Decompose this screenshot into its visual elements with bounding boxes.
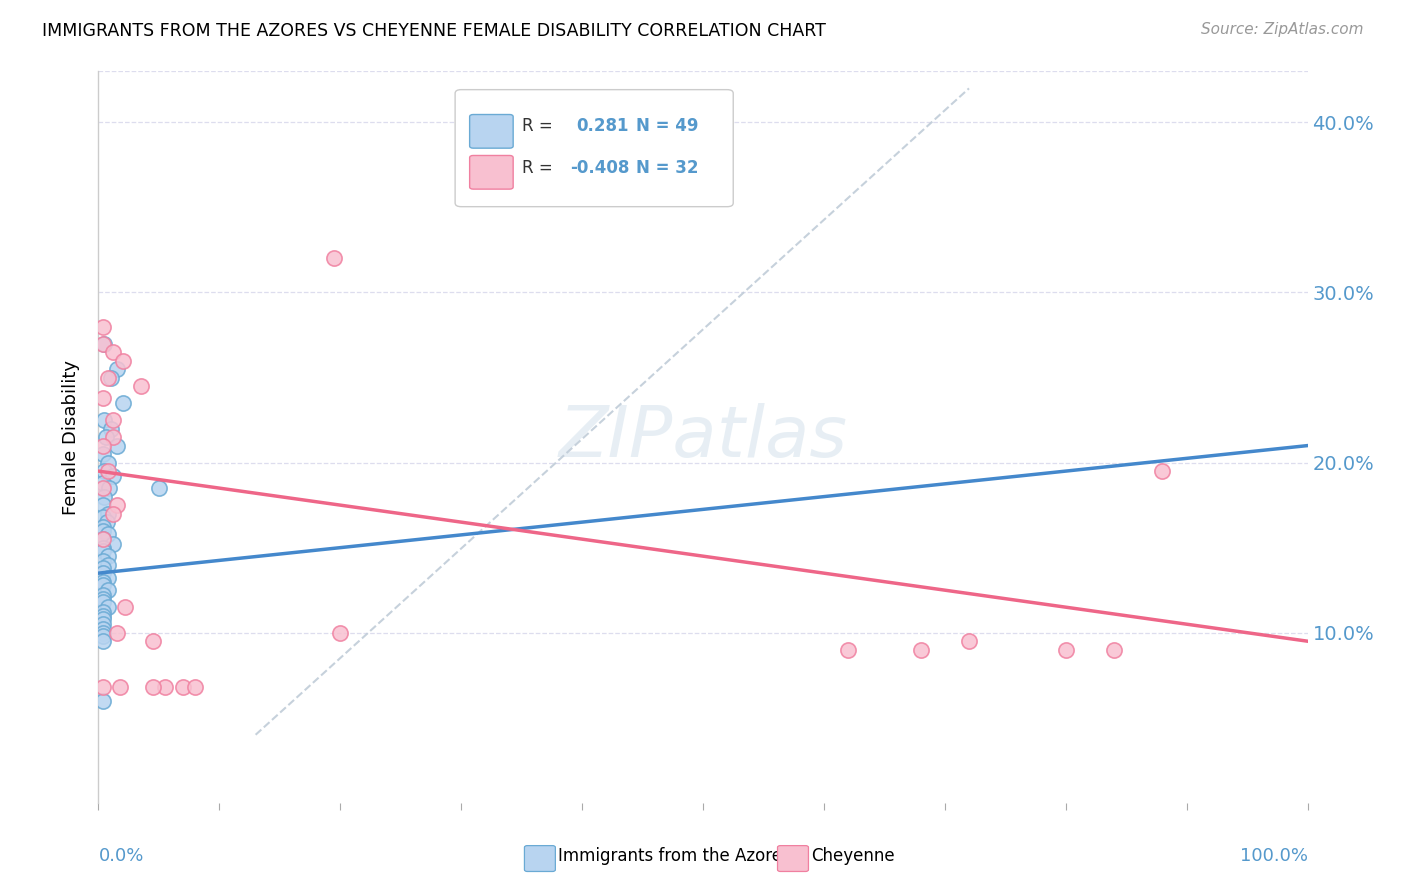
Point	[91, 578, 114, 592]
Point	[93, 464, 115, 478]
Point	[91, 481, 114, 495]
Point	[111, 353, 134, 368]
Point	[91, 595, 114, 609]
Point	[91, 634, 114, 648]
Point	[1102, 642, 1125, 657]
Point	[91, 612, 114, 626]
Point	[91, 694, 114, 708]
Point	[105, 362, 128, 376]
Point	[93, 336, 115, 351]
Point	[1152, 464, 1174, 478]
Point	[114, 600, 136, 615]
Point	[105, 498, 128, 512]
Point	[91, 336, 114, 351]
Point	[101, 345, 124, 359]
Text: IMMIGRANTS FROM THE AZORES VS CHEYENNE FEMALE DISABILITY CORRELATION CHART: IMMIGRANTS FROM THE AZORES VS CHEYENNE F…	[42, 22, 827, 40]
Point	[101, 413, 124, 427]
Point	[91, 605, 114, 619]
Point	[91, 566, 114, 581]
Point	[91, 608, 114, 623]
Text: ZIPatlas: ZIPatlas	[558, 402, 848, 472]
Text: N = 49: N = 49	[637, 117, 699, 135]
Point	[329, 625, 352, 640]
Point	[91, 541, 114, 555]
Point	[153, 680, 176, 694]
Point	[91, 498, 114, 512]
FancyBboxPatch shape	[456, 90, 734, 207]
Text: R =: R =	[522, 117, 558, 135]
Point	[91, 319, 114, 334]
Y-axis label: Female Disability: Female Disability	[62, 359, 80, 515]
Point	[111, 396, 134, 410]
Point	[148, 481, 170, 495]
Point	[101, 537, 124, 551]
Point	[105, 439, 128, 453]
Point	[93, 413, 115, 427]
Point	[101, 469, 124, 483]
Point	[91, 520, 114, 534]
Point	[96, 515, 118, 529]
Point	[91, 588, 114, 602]
Point	[91, 629, 114, 643]
Point	[98, 481, 121, 495]
Point	[91, 561, 114, 575]
Point	[97, 456, 120, 470]
Point	[184, 680, 207, 694]
Point	[91, 622, 114, 636]
Point	[142, 634, 165, 648]
Text: 100.0%: 100.0%	[1240, 847, 1308, 864]
Point	[93, 490, 115, 504]
Text: R =: R =	[522, 159, 558, 178]
Text: -0.408: -0.408	[569, 159, 630, 178]
Point	[91, 591, 114, 606]
FancyBboxPatch shape	[470, 114, 513, 148]
Text: 0.281: 0.281	[576, 117, 628, 135]
Point	[97, 558, 120, 572]
Point	[91, 439, 114, 453]
Point	[97, 583, 120, 598]
Point	[172, 680, 194, 694]
Point	[100, 370, 122, 384]
Point	[97, 370, 120, 384]
Point	[97, 600, 120, 615]
Point	[100, 421, 122, 435]
Point	[837, 642, 859, 657]
Point	[94, 430, 117, 444]
Text: Immigrants from the Azores: Immigrants from the Azores	[558, 847, 792, 865]
Point	[105, 625, 128, 640]
Point	[91, 524, 114, 538]
Point	[91, 680, 114, 694]
Point	[91, 574, 114, 589]
FancyBboxPatch shape	[470, 155, 513, 189]
Point	[129, 379, 152, 393]
Point	[323, 252, 346, 266]
Point	[101, 507, 124, 521]
Point	[91, 532, 114, 546]
Point	[957, 634, 980, 648]
Point	[91, 625, 114, 640]
Point	[910, 642, 932, 657]
Text: N = 32: N = 32	[637, 159, 699, 178]
Text: 0.0%: 0.0%	[98, 847, 143, 864]
Point	[97, 464, 120, 478]
Point	[91, 391, 114, 405]
Point	[142, 680, 165, 694]
Point	[91, 510, 114, 524]
Point	[108, 680, 131, 694]
Point	[1054, 642, 1077, 657]
Point	[91, 617, 114, 632]
Point	[91, 475, 114, 490]
Point	[91, 447, 114, 461]
Point	[97, 527, 120, 541]
Point	[97, 507, 120, 521]
Point	[91, 544, 114, 558]
Point	[101, 430, 124, 444]
Point	[97, 571, 120, 585]
Text: Source: ZipAtlas.com: Source: ZipAtlas.com	[1201, 22, 1364, 37]
Point	[91, 554, 114, 568]
Point	[97, 549, 120, 563]
Text: Cheyenne: Cheyenne	[811, 847, 894, 865]
Point	[91, 532, 114, 546]
